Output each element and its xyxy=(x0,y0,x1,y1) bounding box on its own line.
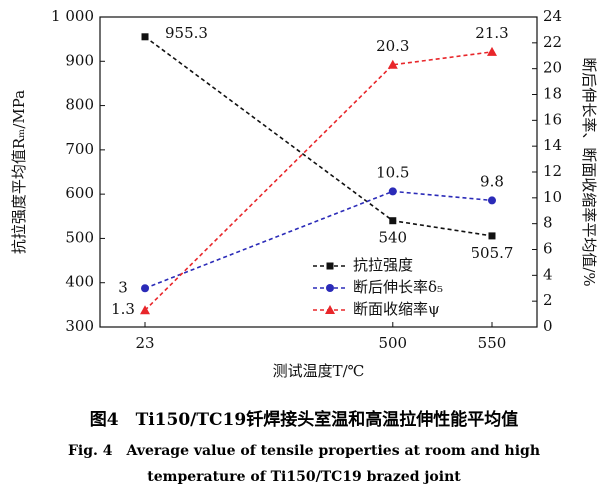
marker xyxy=(488,232,496,240)
data-label: 540 xyxy=(378,229,407,247)
y-tick-label: 500 xyxy=(65,228,94,246)
y2-tick-label: 12 xyxy=(543,162,562,180)
marker xyxy=(326,284,334,292)
marker xyxy=(326,262,334,270)
y2-tick-label: 18 xyxy=(543,85,562,103)
y2-tick-label: 2 xyxy=(543,291,553,309)
data-label: 20.3 xyxy=(376,37,409,55)
y2-tick-label: 8 xyxy=(543,214,553,232)
y2-tick-label: 20 xyxy=(543,59,562,77)
marker xyxy=(387,59,398,69)
y2-tick-label: 4 xyxy=(543,265,553,283)
x-tick-label: 23 xyxy=(135,334,154,352)
data-label: 10.5 xyxy=(376,163,409,181)
y2-tick-label: 6 xyxy=(543,240,553,258)
y2-tick-label: 14 xyxy=(543,136,562,154)
x-tick-label: 550 xyxy=(478,334,507,352)
marker xyxy=(487,196,496,205)
y-tick-label: 1 000 xyxy=(51,7,94,25)
data-label: 9.8 xyxy=(480,172,504,190)
y-axis-label: 抗拉强度平均值Rₘ/MPa xyxy=(10,90,28,254)
series-line xyxy=(144,36,493,237)
marker xyxy=(141,33,149,41)
marker xyxy=(140,305,151,315)
y-tick-label: 900 xyxy=(65,51,94,69)
marker xyxy=(486,46,497,56)
marker xyxy=(141,284,150,293)
data-label: 505.7 xyxy=(471,244,514,262)
y2-tick-label: 16 xyxy=(543,110,562,128)
y-tick-label: 700 xyxy=(65,140,94,158)
data-label: 1.3 xyxy=(111,300,135,318)
x-tick-label: 500 xyxy=(378,334,407,352)
marker xyxy=(389,217,397,225)
marker xyxy=(325,305,335,314)
legend-label: 断后伸长率δ₅ xyxy=(353,278,443,296)
y2-tick-label: 10 xyxy=(543,188,562,206)
marker xyxy=(388,187,397,196)
y-tick-label: 600 xyxy=(65,184,94,202)
y-tick-label: 400 xyxy=(65,273,94,291)
caption-title: 图4 Ti150/TC19钎焊接头室温和高温拉伸性能平均值 xyxy=(89,410,519,430)
caption-subtitle: Fig. 4 Average value of tensile properti… xyxy=(67,443,540,485)
y2-tick-label: 22 xyxy=(543,33,562,51)
legend-label: 断面收缩率ψ xyxy=(353,300,440,318)
y-tick-label: 800 xyxy=(65,96,94,114)
data-label: 21.3 xyxy=(475,24,508,42)
y2-tick-label: 24 xyxy=(543,7,562,25)
y2-axis-label: 断后伸长率、断面收缩率平均值/% xyxy=(580,57,598,286)
data-label: 955.3 xyxy=(165,24,208,42)
legend-box xyxy=(313,255,473,321)
legend-label: 抗拉强度 xyxy=(353,256,413,274)
y-tick-label: 300 xyxy=(65,317,94,335)
y2-tick-label: 0 xyxy=(543,317,553,335)
data-label: 3 xyxy=(118,278,128,296)
series-line xyxy=(144,51,493,311)
x-axis-label: 测试温度T/℃ xyxy=(273,362,365,380)
